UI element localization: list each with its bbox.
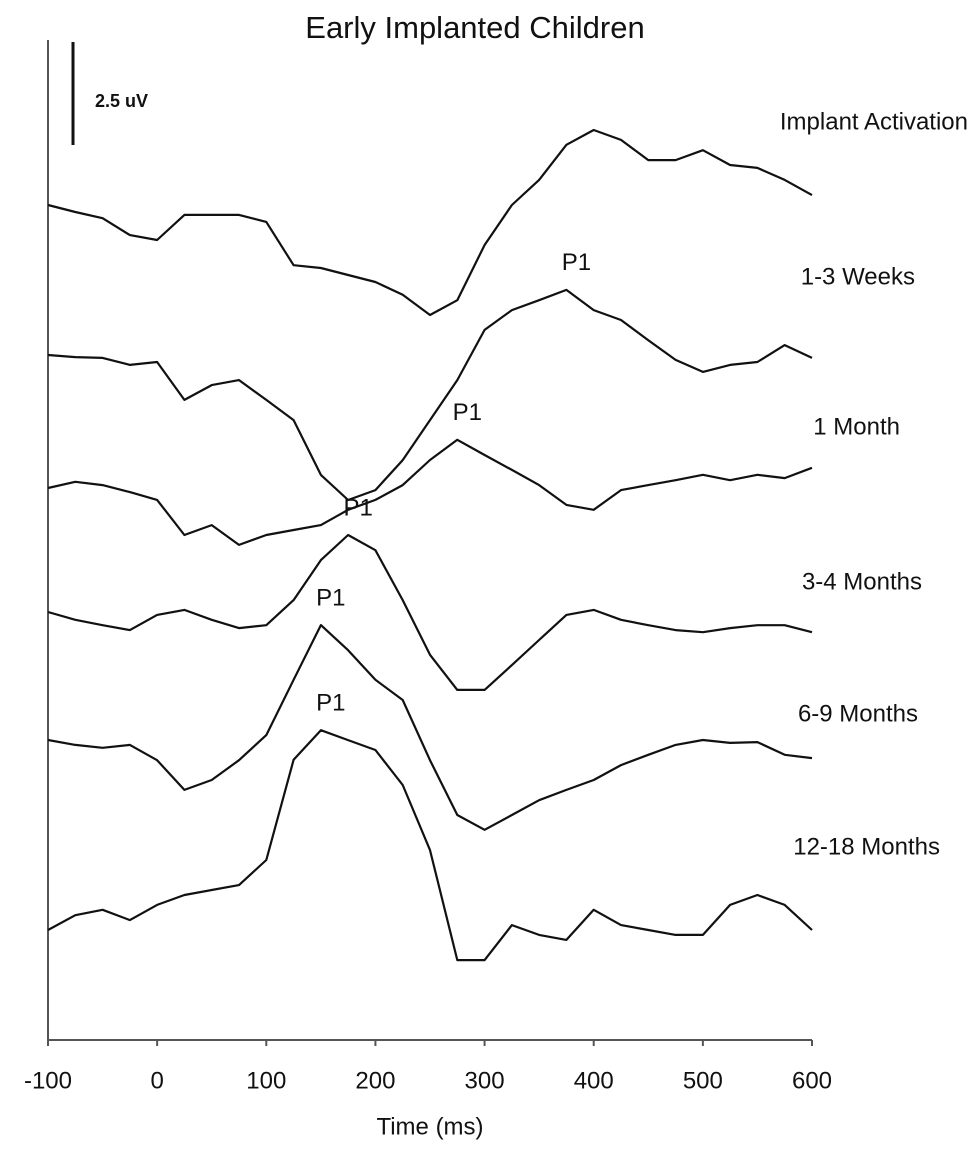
trace (47, 438, 813, 546)
legend-label: Implant Activation (780, 108, 968, 135)
scale-bar-label: 2.5 uV (95, 91, 148, 111)
x-tick-label: -100 (24, 1067, 72, 1094)
trace (47, 624, 813, 831)
x-tick-label: 400 (574, 1067, 614, 1094)
peak-annotation: P1 (453, 399, 482, 426)
x-axis-label: Time (ms) (376, 1113, 483, 1140)
x-tick-label: 300 (465, 1067, 505, 1094)
legend-label: 12-18 Months (793, 833, 940, 860)
legend-label: 1 Month (813, 413, 900, 440)
x-tick-label: 0 (150, 1067, 163, 1094)
legend-label: 3-4 Months (802, 568, 922, 595)
peak-annotation: P1 (316, 690, 345, 717)
peak-annotation: P1 (343, 494, 372, 521)
chart-title: Early Implanted Children (305, 10, 644, 45)
peak-annotation: P1 (562, 249, 591, 276)
legend-label: 6-9 Months (798, 700, 918, 727)
x-tick-label: 100 (246, 1067, 286, 1094)
trace (47, 533, 813, 691)
trace (47, 288, 813, 502)
trace (47, 729, 813, 962)
x-tick-label: 600 (792, 1067, 832, 1094)
x-tick-label: 500 (683, 1067, 723, 1094)
legend-label: 1-3 Weeks (801, 263, 915, 290)
trace (47, 128, 813, 317)
x-tick-label: 200 (355, 1067, 395, 1094)
peak-annotation: P1 (316, 584, 345, 611)
